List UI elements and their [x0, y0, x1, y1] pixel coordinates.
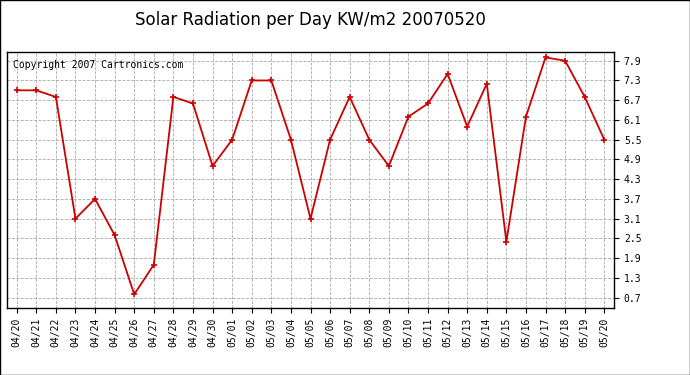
Text: Solar Radiation per Day KW/m2 20070520: Solar Radiation per Day KW/m2 20070520	[135, 11, 486, 29]
Text: Copyright 2007 Cartronics.com: Copyright 2007 Cartronics.com	[13, 60, 184, 70]
